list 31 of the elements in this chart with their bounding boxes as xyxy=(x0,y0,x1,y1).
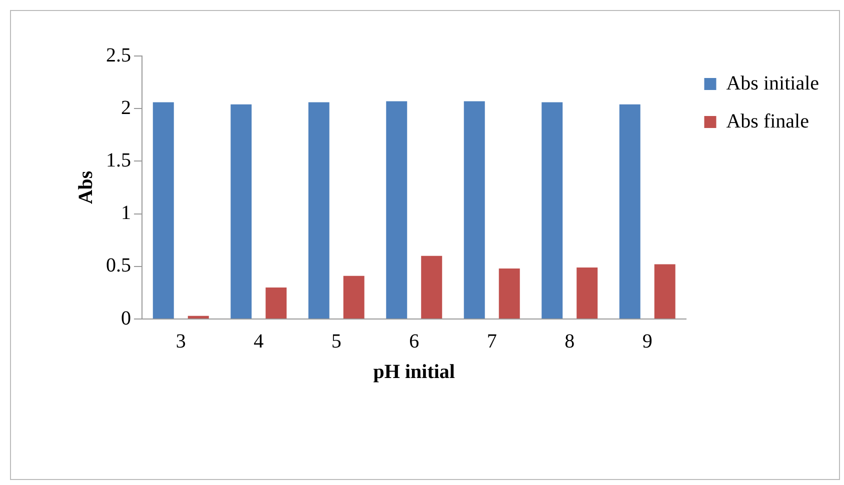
x-tick-label: 6 xyxy=(409,330,420,352)
bar xyxy=(464,101,485,318)
y-axis-title: Abs xyxy=(75,170,98,204)
bar xyxy=(654,264,676,318)
y-tick-label: 1 xyxy=(121,202,131,224)
x-tick-label: 7 xyxy=(486,330,497,352)
bar xyxy=(266,287,287,318)
x-tick-label: 3 xyxy=(176,330,186,352)
bar xyxy=(421,256,442,318)
y-tick-label: 1.5 xyxy=(106,149,131,172)
x-tick-label: 9 xyxy=(642,330,652,352)
x-tick-label: 4 xyxy=(254,330,264,352)
y-tick-label: 2 xyxy=(121,96,131,119)
y-tick-label: 0 xyxy=(121,307,131,330)
bar xyxy=(619,104,640,318)
x-axis-title: pH initial xyxy=(373,361,456,384)
bar xyxy=(152,102,174,318)
bar xyxy=(343,276,364,318)
bar xyxy=(542,102,563,318)
bar xyxy=(386,101,408,318)
bar xyxy=(230,104,252,318)
bar xyxy=(308,102,330,318)
x-tick-label: 8 xyxy=(564,330,575,352)
bar xyxy=(498,268,520,318)
legend-label: Abs finale xyxy=(726,110,810,132)
x-tick-label: 5 xyxy=(331,330,342,352)
legend-label: Abs initiale xyxy=(726,72,820,94)
y-tick-label: 2.5 xyxy=(106,44,131,66)
y-tick-label: 0.5 xyxy=(106,254,131,277)
bar xyxy=(188,316,209,318)
bar xyxy=(576,267,598,318)
